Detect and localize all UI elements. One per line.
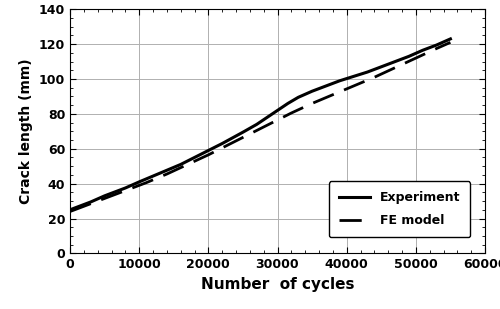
- FE model: [392, 66, 398, 70]
- FE model: [330, 93, 336, 96]
- Experiment: [406, 54, 412, 58]
- Experiment: [434, 43, 440, 47]
- Experiment: [157, 171, 163, 175]
- Experiment: [219, 142, 225, 145]
- FE model: [122, 189, 128, 193]
- FE model: [206, 153, 212, 157]
- Experiment: [88, 200, 94, 204]
- Experiment: [309, 89, 315, 93]
- Experiment: [198, 152, 204, 156]
- FE model: [413, 56, 419, 60]
- Experiment: [74, 205, 80, 209]
- FE model: [247, 132, 253, 136]
- Experiment: [254, 122, 260, 126]
- FE model: [372, 75, 378, 79]
- Experiment: [178, 163, 184, 166]
- FE model: [448, 40, 454, 44]
- FE model: [102, 197, 107, 200]
- FE model: [309, 102, 315, 105]
- Experiment: [102, 194, 107, 198]
- Experiment: [378, 65, 384, 69]
- Experiment: [67, 208, 73, 212]
- X-axis label: Number  of cycles: Number of cycles: [201, 277, 354, 292]
- Experiment: [350, 74, 356, 78]
- Experiment: [392, 60, 398, 63]
- Experiment: [122, 186, 128, 190]
- FE model: [67, 210, 73, 214]
- Experiment: [285, 102, 291, 105]
- Line: FE model: FE model: [70, 42, 450, 212]
- FE model: [81, 205, 87, 208]
- Experiment: [337, 79, 343, 83]
- Experiment: [136, 180, 142, 184]
- FE model: [226, 142, 232, 146]
- Experiment: [364, 70, 370, 74]
- FE model: [350, 84, 356, 88]
- Experiment: [295, 95, 301, 99]
- Y-axis label: Crack length (mm): Crack length (mm): [20, 58, 34, 204]
- FE model: [288, 111, 294, 115]
- FE model: [268, 122, 274, 125]
- FE model: [184, 163, 190, 166]
- Experiment: [420, 49, 426, 52]
- Experiment: [240, 130, 246, 134]
- FE model: [164, 172, 170, 176]
- FE model: [434, 47, 440, 50]
- FE model: [143, 181, 149, 184]
- Experiment: [274, 108, 280, 112]
- Experiment: [448, 37, 454, 41]
- Experiment: [323, 84, 329, 88]
- Legend: Experiment, FE model: Experiment, FE model: [328, 181, 470, 237]
- Experiment: [264, 116, 270, 119]
- Line: Experiment: Experiment: [70, 39, 450, 210]
